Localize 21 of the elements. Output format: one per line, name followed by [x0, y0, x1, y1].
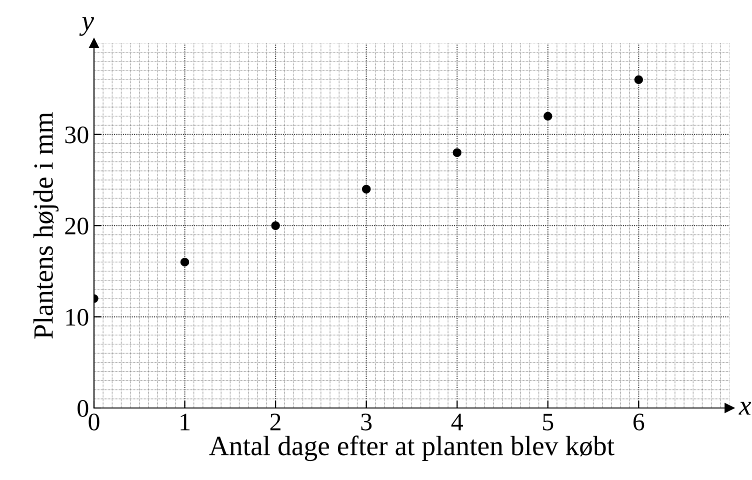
y-tick-label: 10	[66, 308, 88, 326]
x-axis-title: Antal dage efter at planten blev købt	[209, 436, 614, 462]
y-tick-label: 0	[78, 400, 88, 417]
text: x	[738, 402, 752, 415]
x-tick-label: 1	[180, 414, 190, 430]
text: y	[79, 17, 94, 36]
y-axis-title: Plantens højde i mm	[33, 112, 59, 339]
point	[634, 75, 644, 84]
x-tick-label: 0	[88, 414, 100, 430]
point	[544, 112, 552, 121]
point	[180, 258, 190, 266]
x-tick-label: 2	[270, 414, 280, 430]
x-tick-label: 6	[633, 414, 644, 430]
point	[362, 184, 371, 194]
y-tick-label: 20	[65, 218, 88, 235]
x-tick-label: 3	[361, 414, 372, 430]
x-tick-label: 5	[543, 414, 554, 430]
y-tick-label: 30	[65, 126, 88, 144]
x-tick-label: 4	[451, 414, 463, 430]
point	[452, 148, 462, 158]
point	[271, 221, 280, 230]
